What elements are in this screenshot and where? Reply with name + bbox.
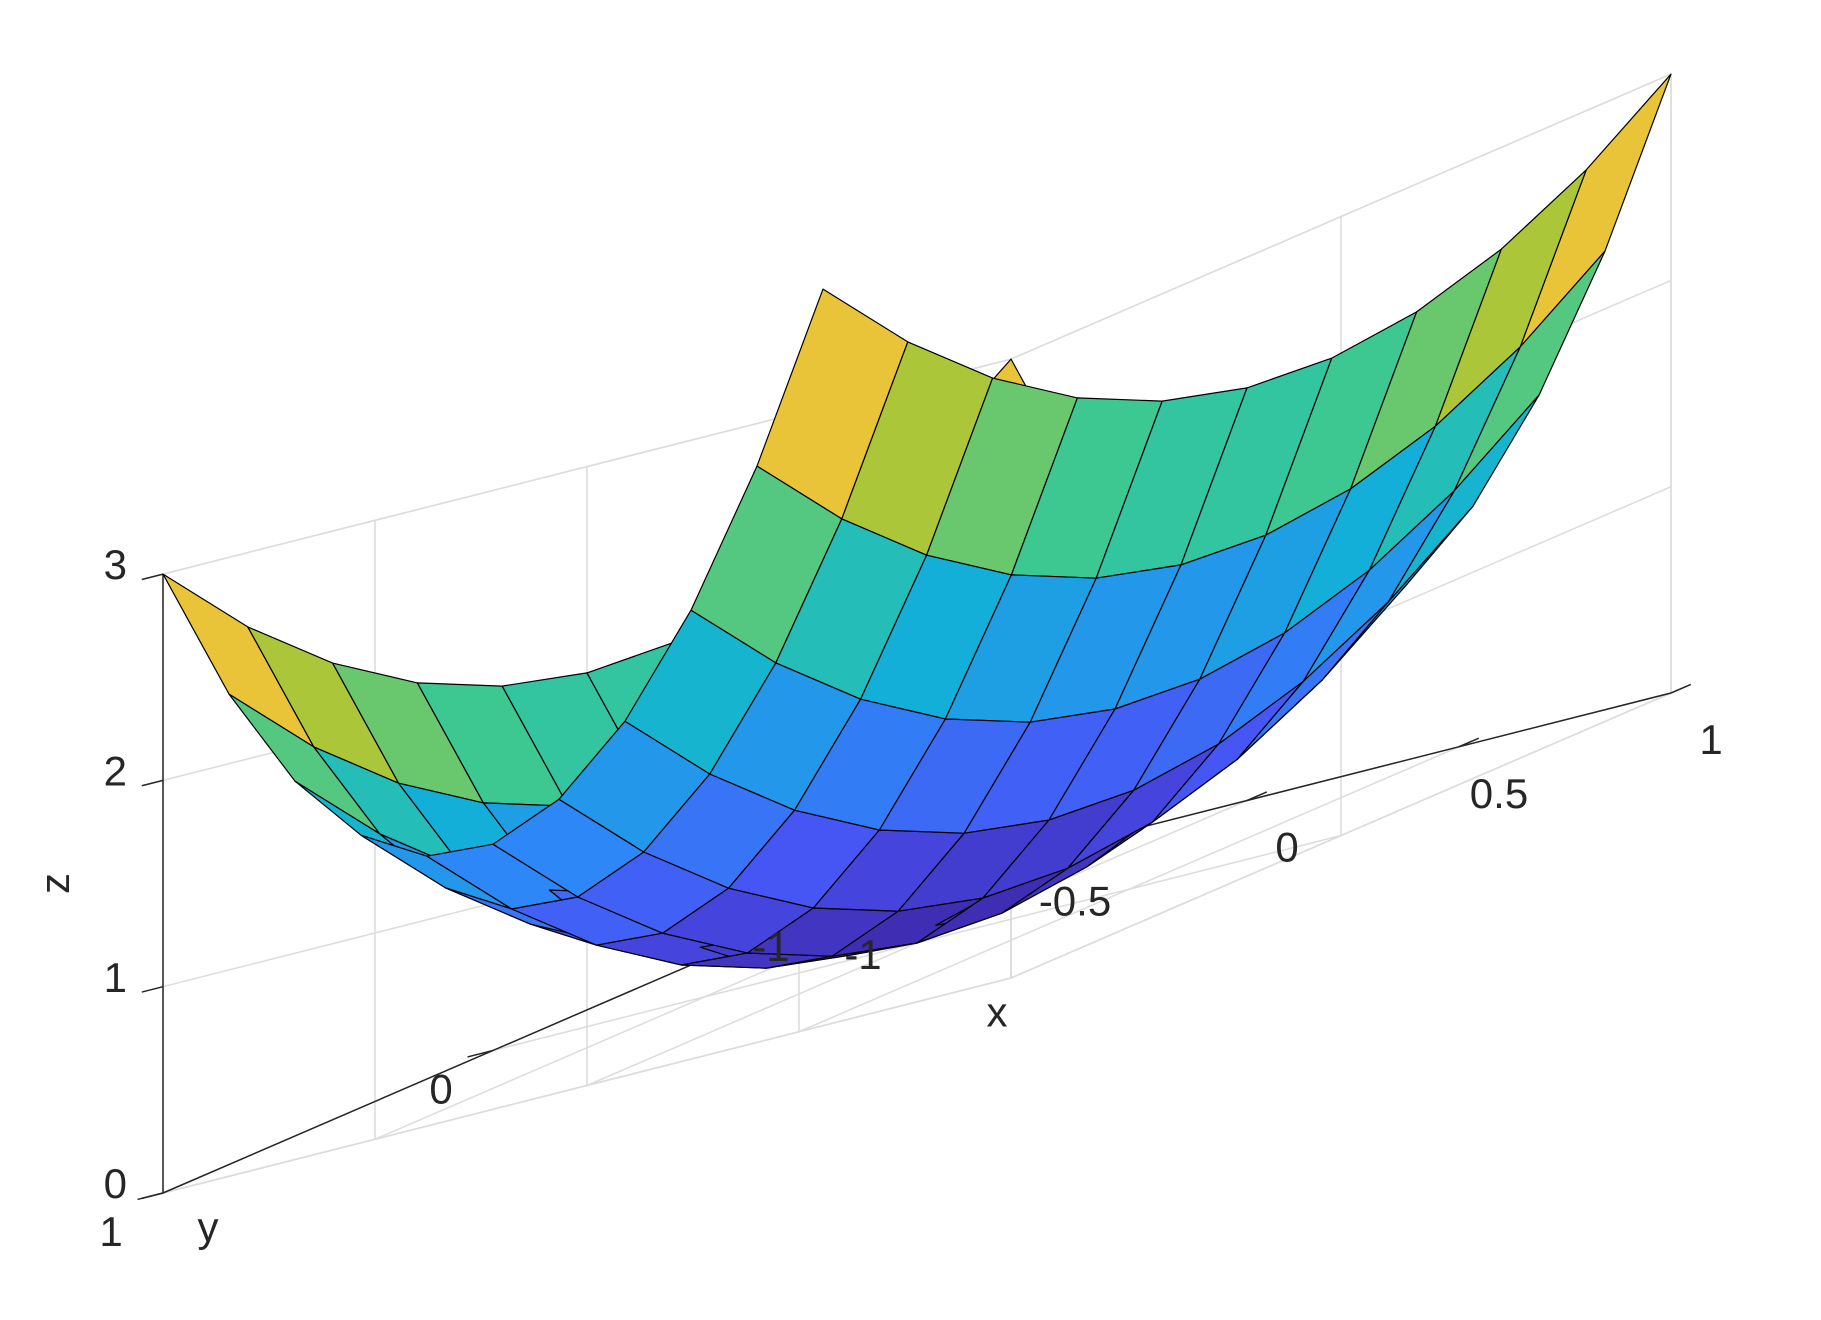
y-axis-label: y [198,1204,219,1251]
surface-face [1302,490,1455,682]
box-edge [162,977,1012,1194]
x-tick [1458,737,1480,748]
surface [162,73,1672,969]
y-tick-label: 0 [429,1066,452,1113]
box-edge [1010,73,1672,360]
box-edge [1010,692,1672,979]
z-tick-label: 0 [104,1160,127,1207]
z-tick [141,985,164,993]
z-tick [141,779,164,787]
x-tick-label: 0.5 [1470,770,1528,817]
x-tick-label: -1 [844,931,881,978]
x-tick-label: 0 [1275,824,1298,871]
z-tick-label: 2 [104,747,127,794]
x-tick [1246,791,1268,802]
z-tick-label: 1 [104,954,127,1001]
z-tick-label: 3 [104,541,127,588]
y-tick-label: -1 [752,923,789,970]
x-tick-label: -0.5 [1039,877,1111,924]
z-axis-label: z [31,873,78,894]
x-tick-label: 1 [1699,716,1722,763]
x-axis-label: x [987,989,1008,1036]
y-tick [467,1049,494,1058]
y-tick-label: 1 [99,1208,122,1255]
z-tick [141,573,164,581]
z-tick [141,1192,164,1200]
x-tick [1670,683,1692,694]
